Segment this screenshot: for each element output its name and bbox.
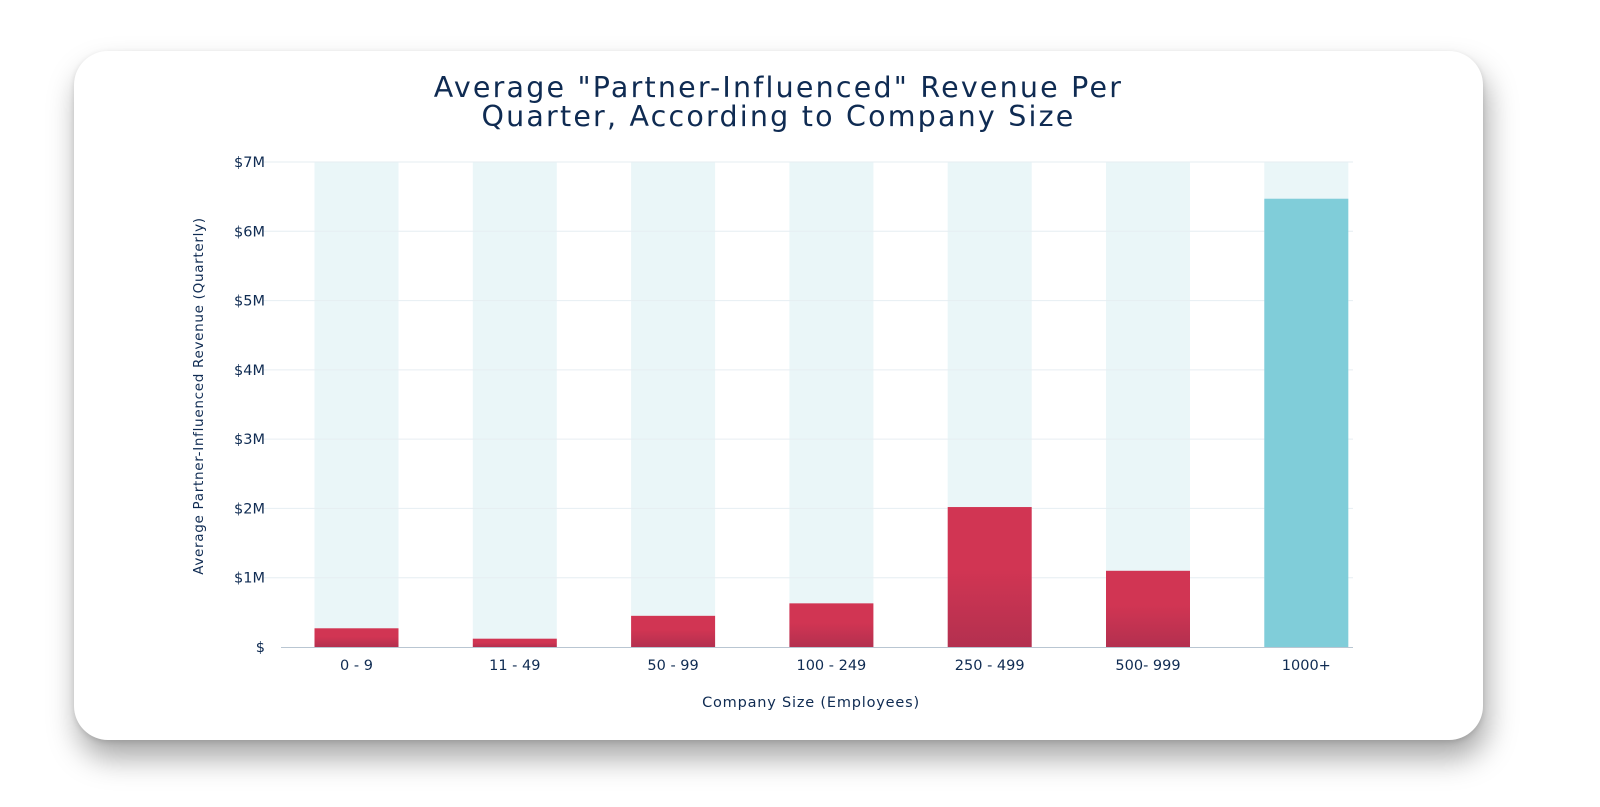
x-tick-label: 500- 999 <box>1115 658 1180 674</box>
background-band <box>789 162 874 647</box>
background-band <box>314 162 399 647</box>
x-tick-label: 100 - 249 <box>796 658 866 674</box>
bar <box>789 603 874 647</box>
bar <box>631 615 716 647</box>
x-axis-label: Company Size (Employees) <box>702 695 920 711</box>
y-tick-label: $2M <box>234 501 265 517</box>
chart-title: Average "Partner-Influenced" Revenue Per… <box>74 73 1483 131</box>
x-tick-label: 250 - 499 <box>955 658 1025 674</box>
y-tick-label: $3M <box>234 432 265 448</box>
chart-title-line-2: Quarter, According to Company Size <box>481 100 1076 133</box>
bar <box>947 507 1032 647</box>
x-tick-label: 11 - 49 <box>489 658 540 674</box>
y-tick-label: $6M <box>234 224 265 240</box>
bar <box>1106 570 1190 647</box>
x-tick-label: 1000+ <box>1282 658 1331 674</box>
y-tick-label: $4M <box>234 363 265 379</box>
chart-card: Average "Partner-Influenced" Revenue Per… <box>74 51 1483 740</box>
x-tick-label: 0 - 9 <box>340 658 373 674</box>
bar <box>314 628 399 647</box>
background-band <box>472 162 557 647</box>
bar-chart: $ $1M $2M $3M $4M $5M $6M $7M 0 - 9 11 - 49 50 - 9… <box>191 155 1353 711</box>
chart-title-line-1: Average "Partner-Influenced" Revenue Per <box>433 71 1124 104</box>
bar <box>1264 198 1349 647</box>
background-band <box>631 162 716 647</box>
x-tick-label: 50 - 99 <box>647 658 698 674</box>
background-band <box>1106 162 1190 647</box>
y-tick-label: $5M <box>234 294 265 310</box>
bar <box>472 638 557 647</box>
y-tick-label: $ <box>256 640 265 656</box>
y-axis-label: Average Partner-Influenced Revenue (Quar… <box>191 217 207 575</box>
y-tick-label: $7M <box>234 155 265 171</box>
y-tick-label: $1M <box>234 571 265 587</box>
